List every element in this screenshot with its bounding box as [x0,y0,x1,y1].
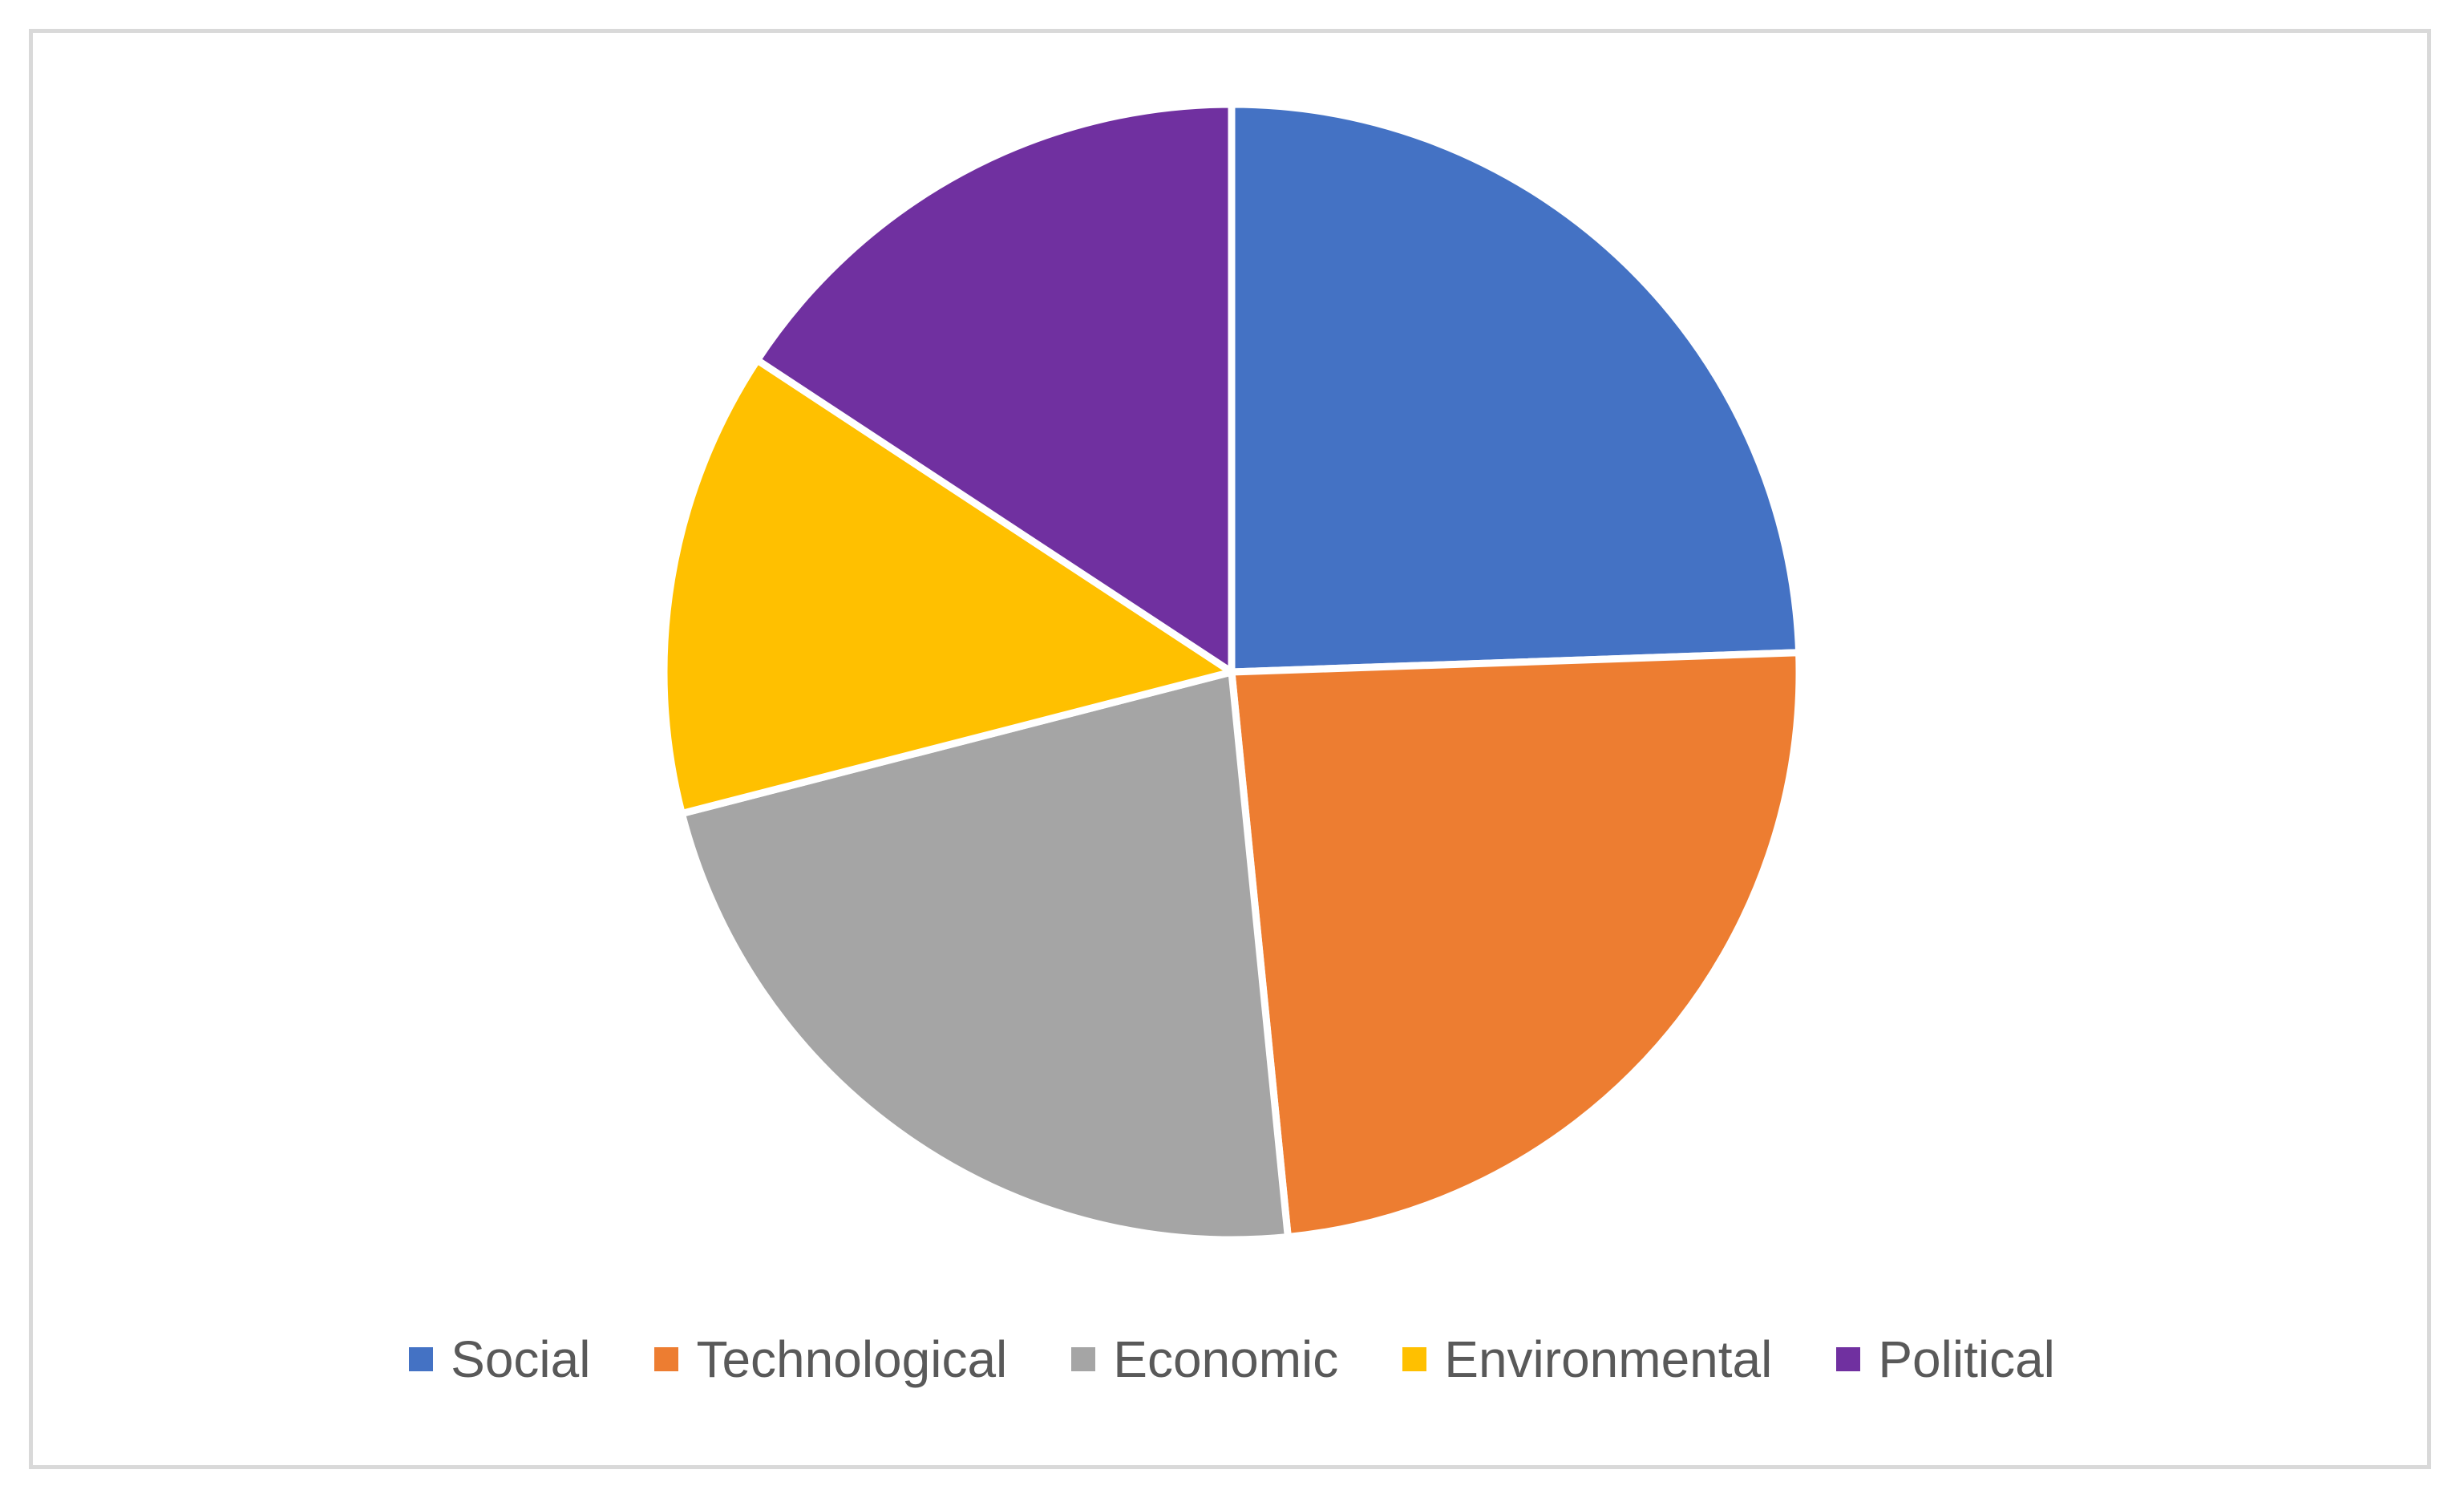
legend-item-political: Political [1836,1334,2055,1385]
legend-swatch-social [409,1347,434,1371]
legend-label-technological: Technological [696,1330,1008,1388]
legend-label-social: Social [451,1330,591,1388]
legend-swatch-economic [1071,1347,1096,1371]
pie-slice-social [1228,100,1803,676]
legend: Social Technological Economic Environmen… [0,1315,2464,1403]
legend-item-social: Social [409,1334,590,1385]
legend-item-technological: Technological [654,1334,1007,1385]
legend-item-economic: Economic [1071,1334,1338,1385]
legend-swatch-environmental [1402,1347,1427,1371]
pie-slice-environmental [660,356,1236,817]
legend-swatch-political [1836,1347,1861,1371]
pie-slice-economic [678,668,1292,1244]
legend-label-economic: Economic [1113,1330,1339,1388]
pie-slice-political [753,100,1236,676]
legend-label-political: Political [1878,1330,2055,1388]
legend-item-environmental: Environmental [1402,1334,1772,1385]
legend-swatch-technological [654,1347,679,1371]
legend-label-environmental: Environmental [1444,1330,1773,1388]
pie-slice-technological [1228,649,1803,1241]
